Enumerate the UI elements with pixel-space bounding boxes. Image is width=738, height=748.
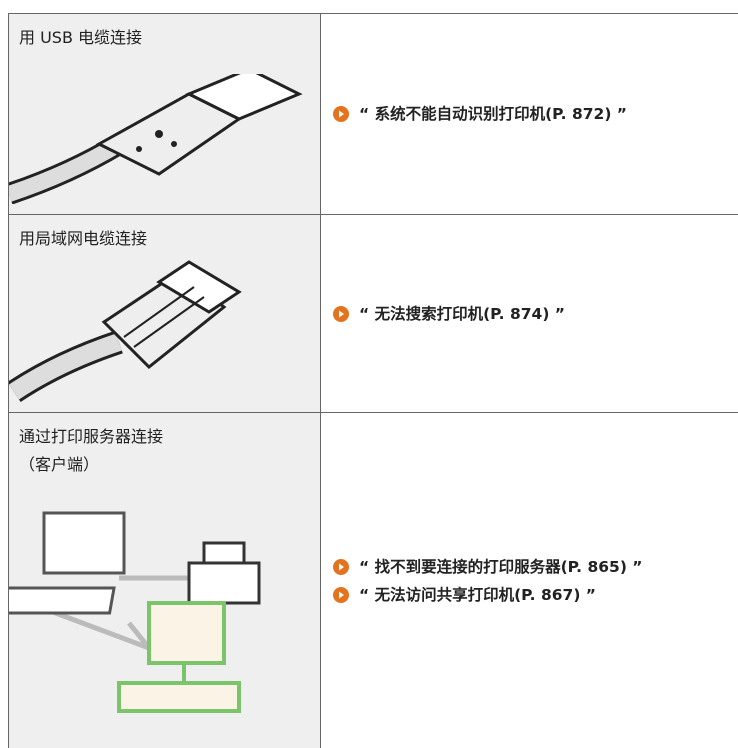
left-cell: 用 USB 电缆连接 bbox=[8, 14, 321, 214]
label-line: 用 USB 电缆连接 bbox=[19, 28, 143, 47]
bullet-icon bbox=[333, 106, 349, 122]
label-line: 通过打印服务器连接 bbox=[19, 427, 164, 446]
link[interactable]: “ 无法访问共享打印机(P. 867) ” bbox=[333, 581, 738, 609]
right-cell: “ 找不到要连接的打印服务器(P. 865) ” “ 无法访问共享打印机(P. 8… bbox=[321, 413, 738, 748]
label: 用局域网电缆连接 bbox=[19, 225, 320, 253]
lan-illustration bbox=[9, 260, 242, 402]
left-cell: 用局域网电缆连接 bbox=[8, 215, 321, 412]
link[interactable]: “ 无法搜索打印机(P. 874) ” bbox=[333, 300, 738, 328]
row: 用局域网电缆连接 “ 无法搜索打印机(P. 874) ” bbox=[8, 215, 738, 413]
label-line: （客户端） bbox=[19, 455, 100, 474]
link-text[interactable]: “ 无法访问共享打印机(P. 867) ” bbox=[359, 585, 596, 604]
bullet-icon bbox=[333, 586, 349, 603]
label-line: 用局域网电缆连接 bbox=[19, 229, 148, 248]
link[interactable]: “ 系统不能自动识别打印机(P. 872) ” bbox=[333, 100, 738, 128]
right-cell: “ 无法搜索打印机(P. 874) ” bbox=[321, 215, 738, 412]
link[interactable]: “ 找不到要连接的打印服务器(P. 865) ” bbox=[333, 553, 738, 581]
row: 通过打印服务器连接 （客户端） “ 找不到要连接的打印服务器(P. 865) ” “… bbox=[8, 413, 738, 748]
link-text[interactable]: “ 系统不能自动识别打印机(P. 872) ” bbox=[359, 105, 627, 123]
usb-illustration bbox=[9, 74, 303, 204]
link-text[interactable]: “ 找不到要连接的打印服务器(P. 865) ” bbox=[359, 557, 643, 576]
row: 用 USB 电缆连接 “ 系统不能自动识别打印机(P. 872) ” bbox=[8, 14, 738, 215]
label: 用 USB 电缆连接 bbox=[19, 24, 320, 52]
table: 用 USB 电缆连接 “ 系统不能自动识别打印机(P. 872) ” 用局域网电… bbox=[8, 13, 738, 748]
link-text[interactable]: “ 无法搜索打印机(P. 874) ” bbox=[359, 304, 565, 323]
left-cell: 通过打印服务器连接 （客户端） bbox=[8, 413, 321, 748]
bullet-icon bbox=[333, 558, 349, 575]
label: 通过打印服务器连接 （客户端） bbox=[19, 423, 320, 479]
network-illustration bbox=[9, 511, 261, 713]
right-cell: “ 系统不能自动识别打印机(P. 872) ” bbox=[321, 14, 738, 214]
bullet-icon bbox=[333, 305, 349, 322]
